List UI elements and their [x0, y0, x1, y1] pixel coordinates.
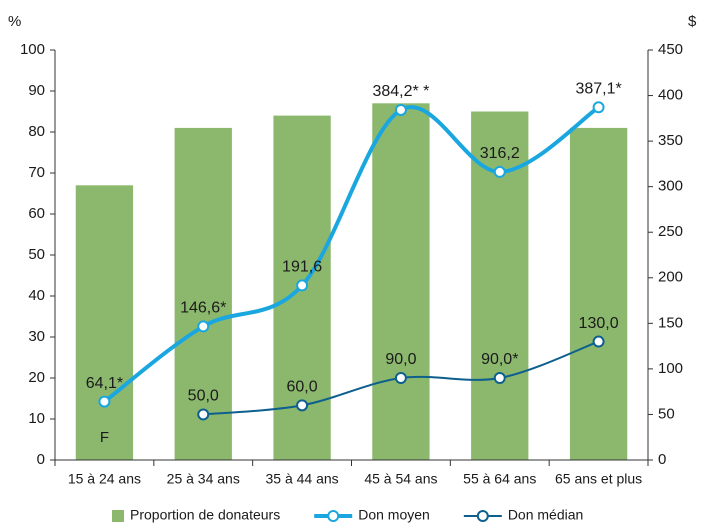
x-tick-label: 25 à 34 ans	[167, 471, 240, 487]
y2-tick-label: 150	[658, 314, 683, 331]
data-label: 387,1*	[575, 81, 621, 98]
data-label: 130,0	[579, 315, 619, 332]
y2-axis-label: $	[688, 13, 697, 30]
line-marker	[296, 399, 309, 412]
line-marker	[394, 103, 407, 116]
y-axis-label: %	[8, 13, 21, 30]
x-tick-label: 55 à 64 ans	[463, 471, 536, 487]
y2-tick-label: 400	[658, 87, 683, 104]
data-label: 146,6*	[180, 300, 226, 317]
data-label: 384,2* *	[372, 83, 429, 100]
line-marker	[98, 395, 111, 408]
y2-tick-label: 450	[658, 41, 683, 58]
y-tick-label: 90	[28, 82, 45, 99]
x-tick-label: 35 à 44 ans	[265, 471, 338, 487]
bar	[75, 185, 134, 461]
bar	[569, 127, 628, 461]
y-tick-label: 30	[28, 328, 45, 345]
data-label: 64,1*	[86, 375, 123, 392]
x-tick-label: 15 à 24 ans	[68, 471, 141, 487]
data-label: 60,0	[287, 379, 318, 396]
legend-label: Don médian	[508, 507, 584, 523]
data-label: 191,6	[282, 259, 322, 276]
line-marker	[592, 101, 605, 114]
x-tick-label: 65 ans et plus	[555, 471, 642, 487]
y-tick-label: 70	[28, 164, 45, 181]
line-marker	[394, 372, 407, 384]
y-tick-label: 10	[28, 410, 45, 427]
y-tick-label: 100	[20, 41, 45, 58]
y2-tick-label: 0	[658, 451, 666, 468]
legend-label: Proportion de donateurs	[130, 507, 280, 523]
data-label: 50,0	[188, 388, 219, 405]
line-marker	[493, 372, 506, 384]
x-tick-label: 45 à 54 ans	[364, 471, 437, 487]
bar	[174, 127, 232, 461]
y2-tick-label: 300	[658, 178, 683, 195]
y2-tick-label: 100	[658, 360, 683, 377]
line-marker	[493, 165, 506, 178]
y2-tick-label: 350	[658, 132, 683, 149]
bar	[372, 103, 430, 461]
y-tick-label: 20	[28, 369, 45, 386]
y2-tick-label: 250	[658, 223, 683, 240]
y-tick-label: 80	[28, 123, 45, 140]
legend-label: Don moyen	[358, 507, 430, 523]
legend-marker	[327, 510, 340, 522]
y2-tick-label: 50	[658, 405, 675, 422]
y-tick-label: 60	[28, 205, 45, 222]
line-marker	[197, 408, 210, 421]
data-label: 90,0	[385, 351, 416, 368]
legend-swatch	[112, 510, 124, 522]
y-tick-label: 50	[28, 246, 45, 263]
line-marker	[197, 320, 210, 333]
line-marker	[592, 335, 605, 348]
line-marker	[296, 279, 309, 292]
annotation: F	[100, 429, 109, 446]
y2-tick-label: 200	[658, 269, 683, 286]
data-label: 316,2	[480, 145, 520, 162]
y-tick-label: 0	[37, 451, 45, 468]
data-label: 90,0*	[481, 351, 518, 368]
y-tick-label: 40	[28, 287, 45, 304]
legend-marker	[476, 510, 489, 522]
